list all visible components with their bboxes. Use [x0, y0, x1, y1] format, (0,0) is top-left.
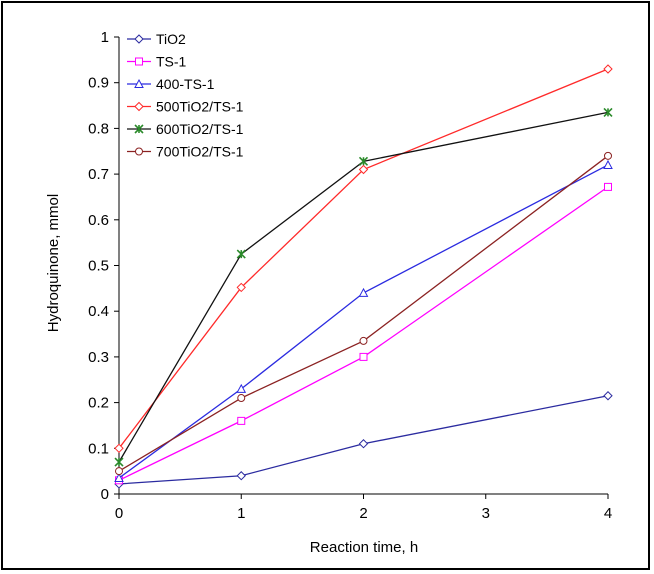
x-tick-label: 1: [237, 505, 245, 522]
series-0: [114, 391, 613, 489]
series-5: [115, 151, 612, 476]
legend-label: 700TiO2/TS-1: [156, 144, 244, 160]
data-point: [236, 282, 246, 293]
data-point: [358, 439, 369, 449]
x-tick-label: 0: [115, 505, 123, 522]
y-tick-label: 0.1: [88, 440, 109, 457]
y-tick-label: 0.2: [88, 395, 109, 412]
data-point: [603, 159, 613, 169]
x-axis-title: Reaction time, h: [310, 539, 418, 556]
y-tick-label: 0.5: [88, 258, 109, 275]
series-3: [114, 64, 613, 454]
legend-item: 600TiO2/TS-1: [127, 121, 244, 137]
data-point: [236, 471, 246, 481]
y-axis-title: Hydroquinone, mmol: [45, 194, 62, 332]
hydroquinone-chart: 00.10.20.30.40.50.60.70.80.910 1 2 3 4 TiO2T…: [45, 29, 613, 556]
legend-marker: [134, 34, 144, 44]
data-point: [604, 182, 612, 191]
x-tick-label: 4: [604, 505, 612, 522]
series-line: [118, 111, 609, 463]
data-point-stroke: [603, 107, 613, 117]
legend-label: 600TiO2/TS-1: [156, 121, 244, 137]
data-point: [236, 383, 247, 393]
data-point: [237, 416, 246, 425]
legend-marker: [135, 147, 143, 156]
series-line: [118, 164, 609, 479]
data-point: [358, 287, 369, 297]
legend-item: 400-TS-1: [127, 76, 215, 92]
legend-item: TS-1: [127, 54, 187, 70]
y-tick-label: 0.4: [88, 303, 109, 320]
y-tick-label: 0.6: [88, 212, 109, 229]
data-point: [114, 443, 124, 454]
data-point-stroke: [114, 457, 124, 467]
series-line: [118, 186, 609, 481]
legend-item: 500TiO2/TS-1: [127, 99, 244, 115]
data-point: [359, 352, 368, 361]
x-tick-label: 2: [359, 505, 367, 522]
legend-marker: [135, 57, 143, 66]
series-1: [115, 182, 612, 485]
data-point: [237, 394, 246, 403]
legend-marker: [134, 78, 144, 88]
series-4: [114, 107, 613, 467]
series-2: [114, 159, 613, 483]
axes: 0 0.1 0.2 0.3 0.4 0.5 0.6 0.7 0.8 0.9 1 0 1 2 3 4: [88, 29, 612, 522]
data-point: [114, 472, 124, 483]
legend-marker-stroke: [134, 124, 144, 134]
y-tick-label: 0.7: [88, 166, 109, 183]
y-tick-label: 1: [101, 29, 109, 46]
y-tick-label: 0.3: [88, 349, 109, 366]
y-tick-label: 0.8: [88, 120, 109, 137]
legend-item: TiO2: [127, 31, 186, 47]
x-tick-label: 3: [482, 505, 490, 522]
y-tick-label: 0: [101, 486, 109, 503]
data-point: [115, 467, 123, 476]
legend-label: 500TiO2/TS-1: [156, 99, 244, 115]
legend-marker: [134, 101, 144, 112]
legend-label: TiO2: [156, 31, 186, 47]
legend-item: 700TiO2/TS-1: [127, 144, 244, 160]
data-point-stroke: [358, 156, 369, 166]
series-line: [118, 68, 609, 449]
data-point: [358, 164, 369, 175]
data-point: [603, 107, 613, 117]
data-point: [603, 64, 613, 74]
data-point: [114, 457, 124, 467]
y-tick-label: 0.9: [88, 75, 109, 92]
data-point: [236, 249, 246, 259]
data-point: [603, 391, 613, 401]
legend-marker: [134, 124, 144, 134]
series-line: [118, 395, 609, 485]
data-point: [358, 156, 369, 166]
series-line: [118, 155, 609, 472]
series-layer: [114, 64, 613, 489]
data-point: [604, 151, 612, 160]
data-point-stroke: [236, 249, 246, 259]
legend-label: 400-TS-1: [156, 76, 215, 92]
legend: TiO2 TS-1 400-TS-1 500TiO2/TS-1 600TiO2/TS-1…: [127, 31, 244, 160]
legend-label: TS-1: [156, 54, 187, 70]
data-point: [359, 336, 368, 345]
